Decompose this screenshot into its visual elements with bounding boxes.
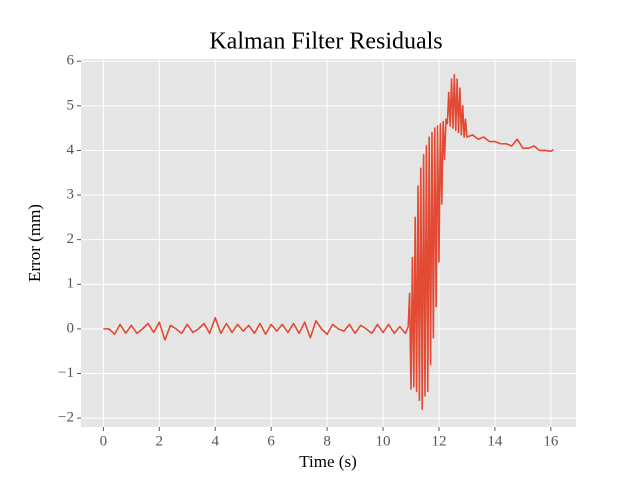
y-tick-label: 5 <box>67 97 75 113</box>
x-tick-label: 14 <box>487 433 503 449</box>
plot-area <box>81 59 576 427</box>
y-tick-label: 6 <box>67 53 75 69</box>
x-tick-label: 10 <box>376 433 391 449</box>
y-tick-label: 2 <box>67 231 75 247</box>
y-tick-label: 3 <box>67 186 75 202</box>
y-axis-label: Error (mm) <box>25 204 44 282</box>
y-tick-label: −1 <box>58 365 74 381</box>
line-series <box>103 73 555 410</box>
x-tick-label: 6 <box>267 433 275 449</box>
y-tick-label: 4 <box>67 142 75 158</box>
x-axis-label: Time (s) <box>299 452 356 471</box>
x-tick-label: 2 <box>156 433 164 449</box>
y-tick-label: −2 <box>58 410 74 426</box>
x-tick-label: 16 <box>543 433 559 449</box>
y-tick-label: 0 <box>67 320 75 336</box>
x-tick-label: 8 <box>323 433 331 449</box>
chart-title: Kalman Filter Residuals <box>209 29 442 55</box>
x-tick-label: 0 <box>100 433 108 449</box>
x-tick-label: 12 <box>431 433 446 449</box>
x-tick-label: 4 <box>211 433 219 449</box>
y-tick-label: 1 <box>67 276 75 292</box>
